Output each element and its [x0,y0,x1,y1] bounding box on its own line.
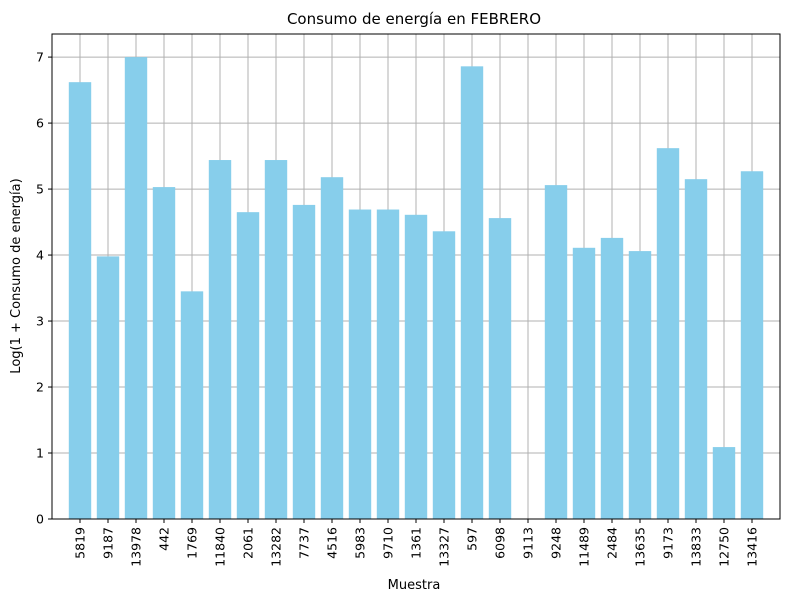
bar-9248 [544,185,568,520]
plot-frame [51,33,781,520]
axis-layer: 0 1 2 3 4 5 6 7 5819 9187 13978 442 1769 11840 2061 132… [36,33,781,567]
x-tick-label: 597 [465,527,480,551]
x-tick-label: 1769 [185,527,200,559]
x-tick-label: 442 [157,527,172,551]
x-tick-label: 13833 [689,527,704,567]
bar-13416 [740,171,764,519]
y-tick-label: 6 [36,116,44,131]
bar-5819 [68,82,92,519]
bar-layer [68,57,764,520]
x-tick-label: 13327 [437,527,452,567]
x-tick-label: 7737 [297,527,312,559]
bar-9187 [96,256,120,519]
x-tick-label: 2484 [605,527,620,559]
x-tick-label: 9710 [381,527,396,559]
x-tick-label: 13635 [633,527,648,567]
x-tick-label: 9113 [521,527,536,559]
x-tick-label: 9248 [549,527,564,559]
bar-13282 [264,160,288,520]
x-tick-label: 13978 [129,527,144,567]
x-tick-label: 9187 [101,527,116,559]
bar-9173 [656,148,680,519]
bar-6098 [488,218,512,519]
x-tick-label: 6098 [493,527,508,559]
y-axis-label: Log(1 + Consumo de energía) [9,178,24,373]
bar-2484 [600,237,624,520]
x-tick-label: 4516 [325,527,340,559]
bar-11840 [208,160,232,520]
x-tick-label: 13282 [269,527,284,567]
y-tick-label: 4 [36,248,44,263]
bar-4516 [320,177,344,519]
bar-11489 [572,247,596,520]
y-tick-label: 7 [36,50,44,65]
bar-1361 [404,214,428,519]
x-tick-label: 11840 [213,527,228,567]
bar-442 [152,187,176,519]
y-tick-label: 3 [36,314,44,329]
x-axis-label: Muestra [388,578,441,593]
bar-5983 [348,209,372,519]
y-tick-label: 0 [36,512,44,527]
y-tick-label: 1 [36,446,44,461]
bar-9710 [376,209,400,519]
bar-13833 [684,179,708,519]
x-tick-label: 11489 [577,527,592,567]
y-tick-label: 5 [36,182,44,197]
bar-13327 [432,231,456,519]
x-tick-label: 1361 [409,527,424,559]
x-tick-label: 13416 [745,527,760,567]
bar-12750 [712,447,736,519]
bar-13978 [124,57,148,519]
bar-597 [460,66,484,519]
bar-1769 [180,291,204,519]
x-tick-label: 2061 [241,527,256,559]
bar-13635 [628,251,652,519]
x-tick-label: 9173 [661,527,676,559]
x-tick-label: 5983 [353,527,368,559]
bar-7737 [292,204,316,519]
bar-2061 [236,212,260,519]
chart-title: Consumo de energía en FEBRERO [287,10,541,28]
y-tick-label: 2 [36,380,44,395]
x-tick-label: 12750 [717,527,732,567]
x-tick-label: 5819 [73,527,88,559]
